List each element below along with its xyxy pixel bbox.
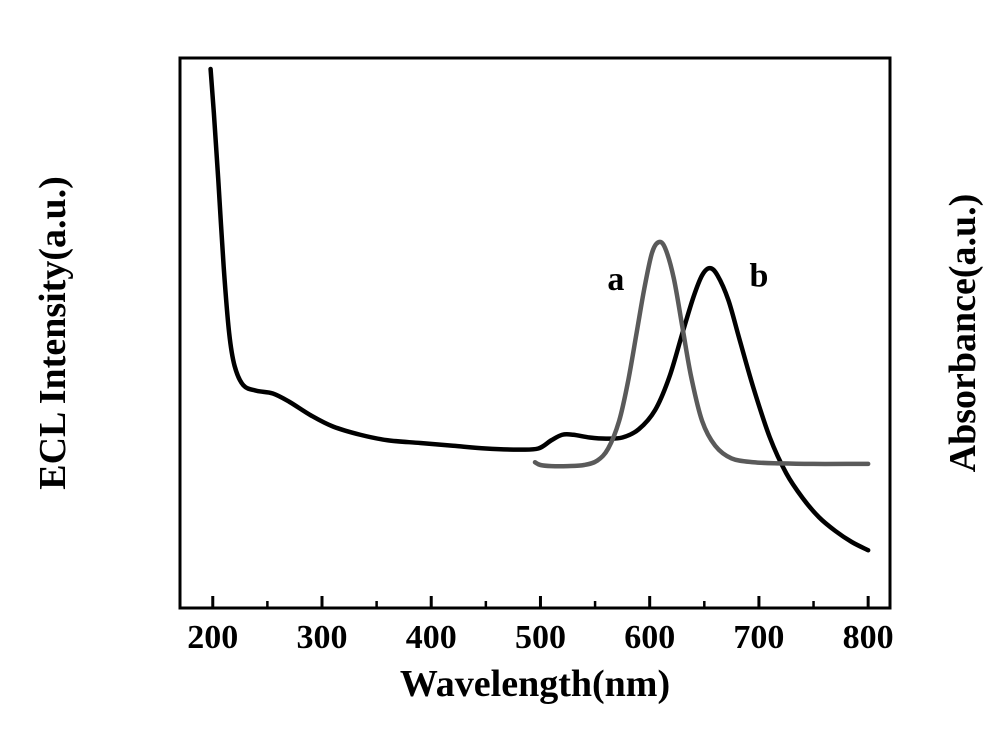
y-axis-right-label: Absorbance(a.u.) <box>942 194 984 473</box>
annotation-label-a: a <box>607 261 624 298</box>
chart-figure: 200 300 400 500 600 700 800 Wavelength(nm) ECL I… <box>0 0 1000 733</box>
xtick-label: 800 <box>843 619 894 656</box>
xtick-label: 400 <box>406 619 457 656</box>
y-axis-left-label: ECL Intensity(a.u.) <box>32 176 74 490</box>
xtick-label: 300 <box>297 619 348 656</box>
xtick-label: 500 <box>515 619 566 656</box>
annotation-label-b: b <box>749 257 768 294</box>
xtick-label: 200 <box>187 619 238 656</box>
xtick-label: 700 <box>733 619 784 656</box>
xtick-label: 600 <box>624 619 675 656</box>
x-axis-label: Wavelength(nm) <box>400 663 670 705</box>
